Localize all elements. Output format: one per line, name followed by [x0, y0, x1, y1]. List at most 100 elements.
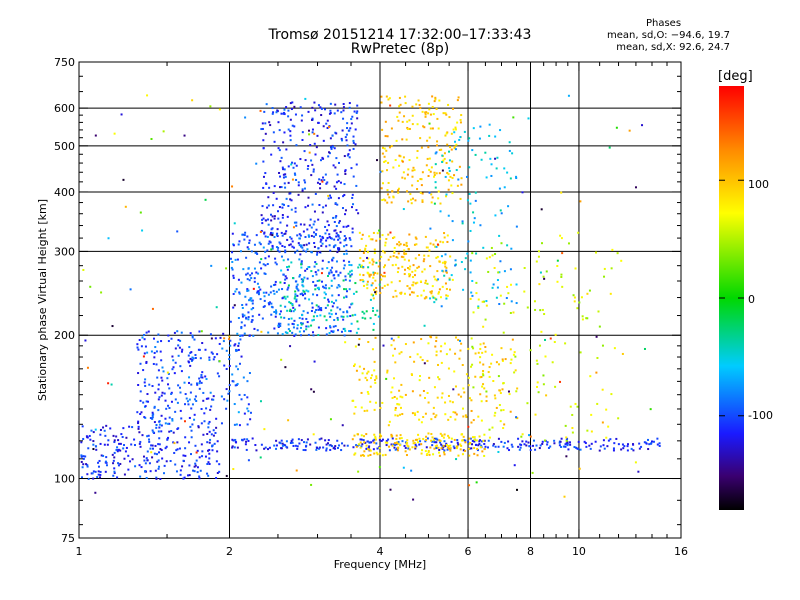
data-point: [265, 291, 268, 294]
data-point: [532, 444, 535, 447]
data-point: [443, 274, 446, 277]
data-point: [197, 425, 200, 428]
data-point: [424, 111, 427, 114]
data-point: [235, 441, 238, 444]
data-point: [298, 330, 301, 333]
data-point: [240, 327, 243, 330]
data-point: [333, 238, 336, 241]
data-point: [349, 275, 352, 278]
data-point: [343, 253, 346, 256]
data-point: [447, 444, 450, 447]
data-point: [453, 447, 456, 450]
data-point: [290, 199, 293, 202]
data-point: [395, 256, 398, 259]
data-point: [296, 249, 299, 252]
data-point: [321, 267, 324, 270]
data-point: [449, 415, 452, 418]
data-point: [306, 248, 309, 251]
data-point: [391, 264, 394, 267]
data-point: [440, 361, 443, 364]
data-point: [513, 371, 516, 374]
data-point: [195, 451, 198, 454]
data-point: [350, 122, 353, 125]
data-point: [438, 288, 441, 291]
data-point: [420, 452, 423, 455]
data-point: [471, 294, 474, 297]
data-point: [312, 318, 315, 321]
data-point: [328, 287, 331, 290]
data-point: [376, 309, 379, 312]
data-point: [82, 437, 85, 440]
data-point: [138, 442, 141, 445]
data-point: [192, 469, 195, 472]
data-point: [350, 269, 353, 272]
data-point: [397, 267, 400, 270]
data-point: [236, 446, 239, 449]
data-point: [444, 282, 447, 285]
data-point: [233, 222, 236, 225]
data-point: [281, 214, 284, 217]
data-point: [243, 314, 246, 317]
data-point: [567, 448, 570, 451]
data-point: [301, 292, 304, 295]
data-point: [656, 443, 659, 446]
data-point: [457, 443, 460, 446]
data-point: [445, 193, 448, 196]
data-point: [372, 271, 375, 274]
data-point: [406, 266, 409, 269]
data-point: [421, 199, 424, 202]
data-point: [381, 401, 384, 404]
data-point: [273, 236, 276, 239]
data-point: [352, 141, 355, 144]
data-point: [497, 445, 500, 448]
data-point: [216, 372, 219, 375]
data-point: [547, 446, 550, 449]
data-point: [445, 113, 448, 116]
data-point: [284, 186, 287, 189]
data-point: [361, 310, 364, 313]
data-point: [416, 156, 419, 159]
data-point: [278, 313, 281, 316]
data-point: [82, 463, 85, 466]
data-point: [338, 220, 341, 223]
data-point: [179, 365, 182, 368]
data-point: [411, 390, 414, 393]
data-point: [422, 437, 425, 440]
data-point: [296, 327, 299, 330]
data-point: [310, 226, 313, 229]
data-point: [500, 242, 503, 245]
data-point: [365, 244, 368, 247]
data-point: [240, 325, 243, 328]
data-point: [292, 306, 295, 309]
data-point: [419, 375, 422, 378]
data-point: [434, 181, 437, 184]
data-point: [282, 259, 285, 262]
data-point: [324, 306, 327, 309]
data-point: [494, 397, 497, 400]
data-point: [190, 359, 193, 362]
data-point: [444, 413, 447, 416]
data-point: [630, 447, 633, 450]
data-point: [291, 101, 294, 104]
data-point: [403, 444, 406, 447]
data-point: [645, 442, 648, 445]
data-point: [456, 184, 459, 187]
data-point: [449, 447, 452, 450]
data-point: [426, 359, 429, 362]
data-point: [339, 271, 342, 274]
data-point: [450, 132, 453, 135]
data-point: [378, 446, 381, 449]
data-point: [515, 283, 518, 286]
data-point: [269, 231, 272, 234]
data-point: [435, 298, 438, 301]
data-point: [507, 205, 510, 208]
data-point: [301, 138, 304, 141]
data-point: [314, 261, 317, 264]
data-point: [289, 441, 292, 444]
data-point: [328, 325, 331, 328]
data-point: [164, 399, 167, 402]
data-point: [445, 271, 448, 274]
data-point: [330, 284, 333, 287]
data-point: [95, 445, 98, 448]
data-point: [428, 157, 431, 160]
